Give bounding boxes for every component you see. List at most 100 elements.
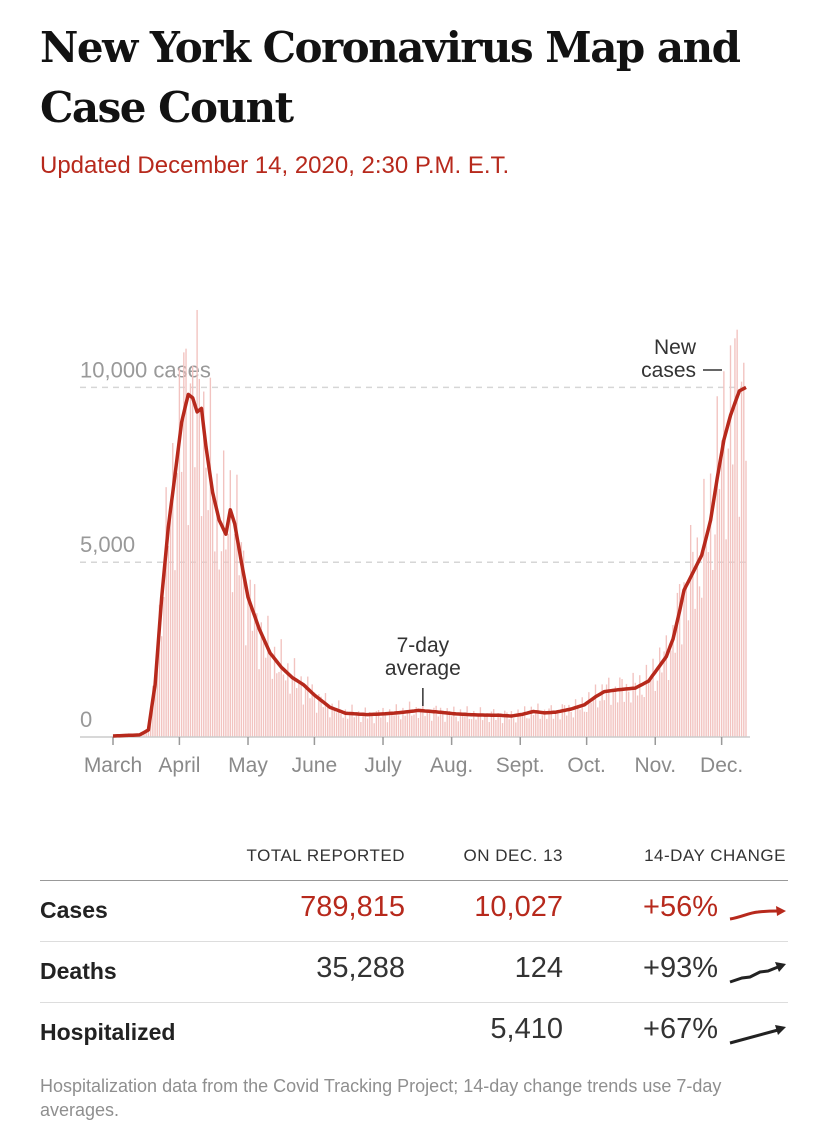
daily-case-bar: [532, 715, 535, 737]
daily-case-bar: [149, 719, 152, 737]
daily-case-bar: [366, 718, 369, 737]
daily-case-bar: [271, 678, 274, 737]
daily-case-bar: [163, 596, 165, 737]
daily-case-bar: [404, 715, 406, 737]
daily-case-bar: [568, 704, 570, 737]
daily-case-bar: [462, 715, 464, 737]
daily-case-bar: [431, 720, 433, 737]
daily-case-bar: [539, 718, 541, 737]
daily-case-bar: [185, 348, 187, 737]
daily-case-bar: [470, 719, 473, 737]
daily-case-bar: [214, 551, 216, 737]
daily-case-bar: [289, 693, 291, 737]
daily-case-bar: [428, 709, 431, 737]
daily-case-bar: [273, 646, 276, 737]
page-title: New York Coronavirus Map and Case Count: [40, 23, 741, 132]
daily-case-bar: [517, 709, 519, 737]
daily-case-bar: [307, 676, 309, 737]
daily-case-bar: [408, 701, 411, 737]
daily-case-bar: [720, 440, 723, 737]
daily-case-bar: [373, 723, 375, 737]
daily-case-bar: [623, 701, 625, 737]
table-row-deaths: Deaths 35,288 124 +93%: [40, 941, 788, 1003]
daily-case-bar: [178, 368, 181, 737]
daily-case-bar: [296, 688, 298, 737]
deaths-on-day: 124: [514, 952, 563, 984]
daily-case-bar: [689, 524, 692, 737]
daily-case-bar: [209, 377, 212, 737]
daily-case-bar: [335, 712, 338, 737]
daily-case-bar: [614, 686, 617, 737]
daily-case-bar: [630, 702, 632, 737]
daily-case-bar: [424, 716, 426, 737]
daily-case-bar: [419, 708, 422, 737]
daily-case-bar: [355, 715, 358, 737]
daily-case-bar: [380, 717, 382, 737]
daily-case-bar: [194, 467, 196, 737]
daily-case-bar: [238, 575, 240, 737]
daily-case-bar: [738, 516, 741, 737]
daily-case-bar: [161, 636, 163, 737]
daily-case-bar: [375, 711, 378, 737]
daily-case-bar: [327, 706, 329, 737]
daily-case-bar: [304, 684, 307, 737]
daily-case-bar: [523, 706, 526, 737]
footnote: Hospitalization data from the Covid Trac…: [40, 1076, 722, 1120]
daily-case-bar: [572, 717, 575, 737]
daily-case-bar: [535, 710, 537, 737]
header-total-reported: TOTAL REPORTED: [246, 846, 405, 865]
daily-case-bar: [200, 516, 203, 737]
daily-case-bar: [521, 715, 524, 737]
daily-case-bar: [594, 684, 597, 737]
daily-case-bar: [475, 719, 477, 737]
deaths-total: 35,288: [316, 952, 405, 984]
daily-case-bar: [207, 510, 209, 737]
daily-case-bar: [603, 700, 606, 737]
table-row-cases: Cases 789,815 10,027 +56%: [40, 880, 788, 942]
daily-case-bar: [683, 582, 685, 737]
daily-case-bar: [198, 378, 201, 737]
daily-case-bar: [413, 714, 415, 737]
daily-case-bar: [701, 597, 703, 737]
daily-case-bar: [377, 710, 380, 737]
daily-case-bar: [546, 718, 548, 737]
cases-change: +56%: [643, 891, 718, 923]
daily-case-bar: [581, 697, 583, 737]
daily-case-bar: [510, 711, 513, 737]
x-tick-label: Nov.: [634, 754, 676, 777]
daily-case-bar: [561, 704, 563, 737]
daily-case-bar: [588, 692, 590, 737]
daily-case-bar: [479, 707, 482, 737]
daily-case-bar: [654, 690, 656, 737]
daily-case-bar: [501, 723, 504, 737]
daily-case-bar: [265, 657, 267, 737]
annotation-average: average: [385, 657, 461, 680]
daily-case-bar: [732, 464, 734, 737]
daily-case-bar: [311, 684, 313, 737]
daily-case-bar: [508, 719, 510, 737]
daily-case-bar: [196, 309, 198, 737]
daily-case-bar: [705, 534, 707, 737]
daily-case-bar: [495, 719, 497, 737]
daily-case-bar: [247, 592, 249, 737]
daily-case-bar: [484, 716, 486, 737]
daily-case-bar: [351, 704, 353, 737]
daily-case-bar: [291, 679, 293, 737]
daily-case-bar: [386, 722, 389, 737]
daily-case-bar: [632, 672, 634, 737]
daily-case-bar: [382, 707, 384, 737]
daily-case-bar: [667, 679, 670, 737]
daily-case-bar: [740, 381, 743, 737]
daily-case-bar: [450, 716, 453, 737]
daily-case-bar: [678, 584, 681, 737]
daily-case-bar: [656, 680, 659, 737]
daily-case-bar: [333, 711, 336, 737]
daily-case-bar: [621, 679, 623, 737]
daily-case-bar: [473, 710, 475, 737]
daily-case-bar: [590, 702, 592, 737]
daily-case-bar: [727, 448, 729, 737]
daily-case-bar: [340, 713, 342, 737]
daily-case-bar: [313, 692, 316, 737]
seven-day-average-line: [112, 385, 747, 738]
daily-case-bar: [302, 704, 305, 737]
